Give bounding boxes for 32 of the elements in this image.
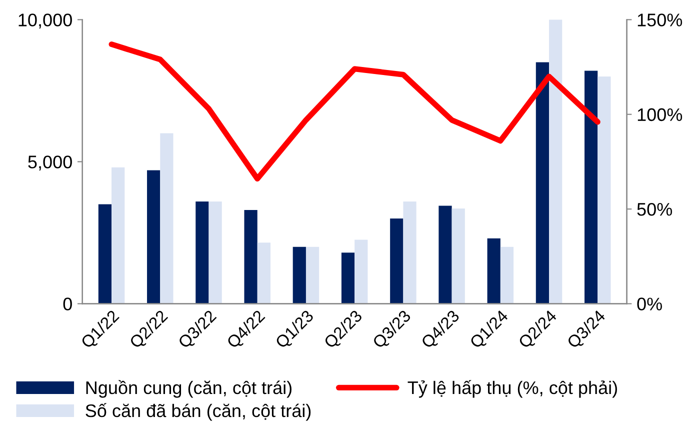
bar (306, 246, 320, 304)
bar (598, 76, 611, 304)
bar (390, 218, 404, 304)
bar (160, 133, 174, 304)
bar (98, 204, 112, 304)
legend-label: Tỷ lệ hấp thụ (%, cột phải) (408, 380, 617, 398)
bar (341, 252, 355, 304)
y-tick-label: 10,000 (18, 14, 72, 29)
y2-tick-label: 50% (637, 202, 672, 216)
bar (500, 246, 514, 304)
bar (196, 201, 209, 304)
y2-tick-label: 150% (638, 14, 682, 26)
legend-label: Số căn đã bán (căn, cột trái) (86, 403, 311, 421)
y2-tick-label: 100% (638, 108, 682, 122)
y-tick-label: 0 (63, 298, 72, 310)
bar (147, 170, 160, 304)
bar (584, 70, 598, 304)
bar (438, 206, 452, 304)
bar (257, 242, 270, 304)
bar (487, 238, 500, 304)
bar (549, 20, 562, 304)
y-tick-label: 5,000 (28, 156, 72, 171)
bar (403, 201, 416, 304)
bar (208, 201, 222, 304)
legend-label: Nguồn cung (căn, cột trái) (86, 380, 292, 398)
bar (292, 246, 306, 304)
bar (112, 167, 125, 304)
bar (536, 62, 550, 304)
bar (354, 240, 368, 304)
bar (244, 210, 258, 304)
y2-tick-label: 0% (637, 298, 662, 310)
bar (452, 208, 465, 304)
